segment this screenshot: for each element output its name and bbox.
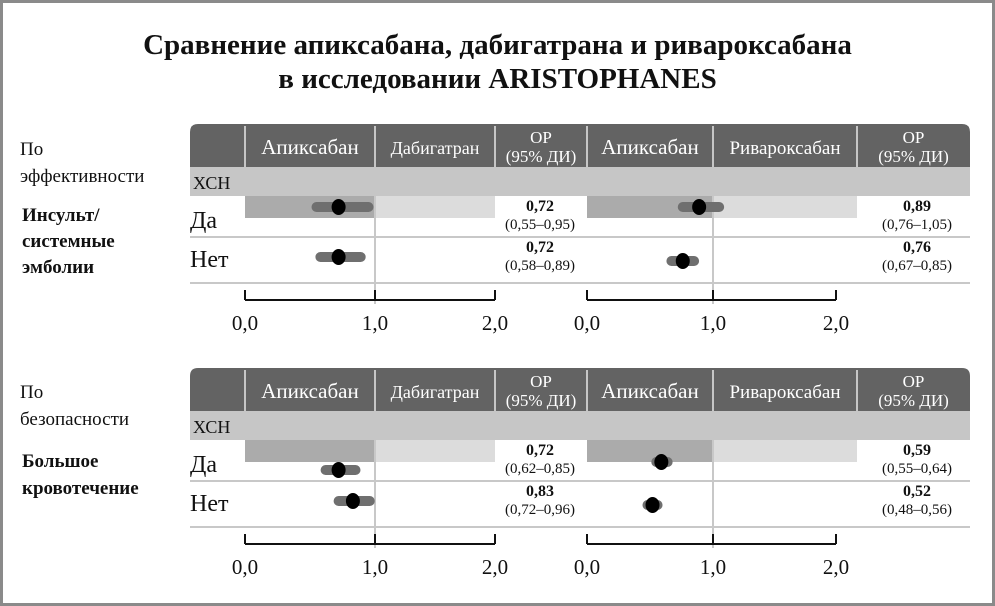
figure-title-line-2: в исследовании ARISTOPHANES bbox=[278, 63, 717, 95]
hr-value: 0,72 bbox=[526, 239, 554, 256]
forest-plots: По эффективности Инсульт/системные эмболии Х… bbox=[20, 124, 970, 579]
ci-value: (0,72–0,96) bbox=[505, 502, 575, 518]
header-favors-right: Ривароксабан bbox=[729, 382, 840, 403]
header-favors-left: Апиксабан bbox=[601, 379, 698, 403]
ci-value: (0,55–0,64) bbox=[882, 461, 952, 477]
x-tick-label: 2,0 bbox=[482, 555, 508, 579]
ci-value: (0,76–1,05) bbox=[882, 217, 952, 233]
favors-left-shade bbox=[587, 196, 713, 218]
section-label: безопасности bbox=[20, 409, 129, 430]
hazard-ratio-point bbox=[331, 462, 346, 478]
x-tick-label: 2,0 bbox=[482, 311, 508, 335]
section-label: эффективности bbox=[20, 166, 144, 187]
x-tick-label: 0,0 bbox=[232, 555, 258, 579]
hazard-ratio-point bbox=[645, 497, 660, 513]
header-hr-line1: ОР bbox=[530, 372, 552, 391]
ci-value: (0,58–0,89) bbox=[505, 258, 575, 274]
favors-right-shade bbox=[375, 196, 495, 218]
hr-value: 0,83 bbox=[526, 483, 554, 500]
header-hr-line2: (95% ДИ) bbox=[506, 147, 577, 166]
favors-left-shade bbox=[245, 440, 375, 462]
hazard-ratio-point bbox=[331, 199, 346, 215]
subgroup-row bbox=[190, 411, 970, 440]
table-header bbox=[190, 368, 970, 411]
outcome-label: Инсульт/ bbox=[22, 205, 100, 226]
forest-panel-1: По эффективности Инсульт/системные эмболии Х… bbox=[20, 124, 970, 335]
header-favors-left: Апиксабан bbox=[601, 135, 698, 159]
hr-value: 0,52 bbox=[903, 483, 931, 500]
figure-title-line-1: Сравнение апиксабана, дабигатрана и рива… bbox=[143, 29, 852, 61]
ci-value: (0,55–0,95) bbox=[505, 217, 575, 233]
header-favors-right: Ривароксабан bbox=[729, 138, 840, 159]
outcome-label: Большое bbox=[22, 451, 99, 472]
x-tick-label: 2,0 bbox=[823, 555, 849, 579]
header-hr-line2: (95% ДИ) bbox=[878, 391, 949, 410]
ci-value: (0,67–0,85) bbox=[882, 258, 952, 274]
header-hr-line1: ОР bbox=[530, 128, 552, 147]
x-tick-label: 1,0 bbox=[700, 555, 726, 579]
hr-value: 0,76 bbox=[903, 239, 931, 256]
forest-panel-2: По безопасности Большое кровотечение ХСН Апик… bbox=[20, 368, 970, 579]
section-label: По bbox=[20, 382, 43, 403]
subgroup-label: ХСН bbox=[193, 417, 230, 437]
x-tick-label: 0,0 bbox=[232, 311, 258, 335]
header-hr-line1: ОР bbox=[903, 372, 925, 391]
subgroup-row bbox=[190, 167, 970, 196]
x-tick-label: 1,0 bbox=[362, 555, 388, 579]
favors-right-shade bbox=[713, 440, 857, 462]
hr-value: 0,59 bbox=[903, 442, 931, 459]
outcome-label: системные bbox=[22, 231, 115, 252]
x-tick-label: 2,0 bbox=[823, 311, 849, 335]
header-hr-line1: ОР bbox=[903, 128, 925, 147]
row-label: Да bbox=[190, 452, 217, 478]
hr-value: 0,72 bbox=[526, 198, 554, 215]
hr-value: 0,72 bbox=[526, 442, 554, 459]
favors-right-shade bbox=[375, 440, 495, 462]
outcome-label: кровотечение bbox=[22, 478, 139, 499]
hazard-ratio-point bbox=[345, 493, 360, 509]
hazard-ratio-point bbox=[654, 454, 669, 470]
header-favors-left: Апиксабан bbox=[261, 135, 358, 159]
section-label: По bbox=[20, 139, 43, 160]
favors-left-shade bbox=[587, 440, 713, 462]
subgroup-label: ХСН bbox=[193, 173, 230, 193]
row-label: Нет bbox=[190, 247, 229, 273]
ci-value: (0,48–0,56) bbox=[882, 502, 952, 518]
x-tick-label: 1,0 bbox=[700, 311, 726, 335]
row-label: Нет bbox=[190, 491, 229, 517]
x-tick-label: 0,0 bbox=[574, 311, 600, 335]
table-header bbox=[190, 124, 970, 167]
x-tick-label: 1,0 bbox=[362, 311, 388, 335]
hazard-ratio-point bbox=[675, 253, 690, 269]
hr-value: 0,89 bbox=[903, 198, 931, 215]
ci-value: (0,62–0,85) bbox=[505, 461, 575, 477]
x-tick-label: 0,0 bbox=[574, 555, 600, 579]
header-favors-right: Дабигатран bbox=[391, 382, 480, 402]
outcome-label: эмболии bbox=[22, 257, 94, 278]
favors-right-shade bbox=[713, 196, 857, 218]
header-hr-line2: (95% ДИ) bbox=[506, 391, 577, 410]
row-label: Да bbox=[190, 208, 217, 234]
hazard-ratio-point bbox=[692, 199, 707, 215]
header-favors-left: Апиксабан bbox=[261, 379, 358, 403]
header-hr-line2: (95% ДИ) bbox=[878, 147, 949, 166]
header-favors-right: Дабигатран bbox=[391, 138, 480, 158]
hazard-ratio-point bbox=[331, 249, 346, 265]
